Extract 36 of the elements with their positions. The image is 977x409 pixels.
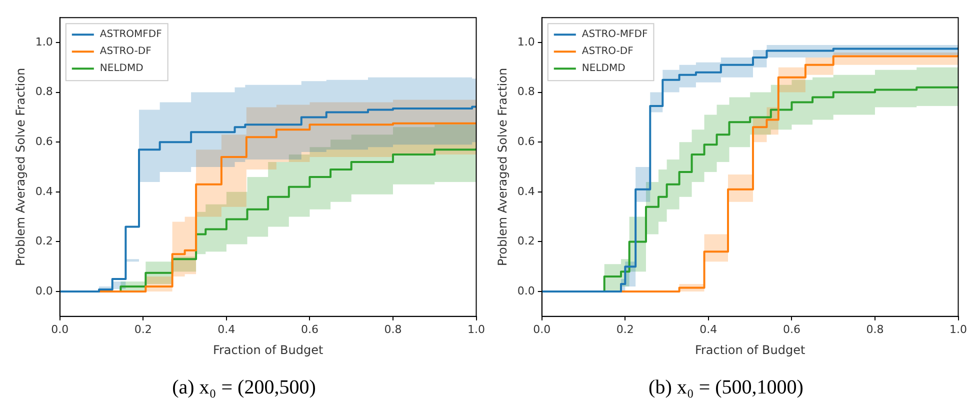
y-axis-title: Problem Averaged Solve Fraction	[495, 68, 510, 266]
y-tick-label: 0.6	[517, 134, 535, 148]
x-tick-label: 0.2	[616, 322, 634, 336]
y-tick-label: 0.4	[35, 184, 53, 198]
x-tick-label: 0.8	[384, 322, 402, 336]
x-tick-label: 0.2	[134, 322, 152, 336]
x-axis-title: Fraction of Budget	[694, 342, 806, 357]
y-axis-title: Problem Averaged Solve Fraction	[13, 68, 28, 266]
y-tick-label: 0.8	[35, 85, 53, 98]
y-tick-label: 0.0	[35, 284, 53, 298]
y-tick-label: 0.4	[517, 184, 535, 198]
x-tick-label: 1.0	[950, 322, 968, 336]
x-axis-title: Fraction of Budget	[212, 342, 324, 357]
x-tick-label: 0.8	[866, 322, 884, 336]
x-tick-label: 0.6	[782, 322, 800, 336]
legend-label: ASTRO-DF	[582, 46, 634, 58]
y-tick-label: 0.2	[35, 234, 53, 248]
legend-label: ASTROMFDF	[100, 29, 162, 40]
y-tick-label: 0.2	[517, 234, 535, 248]
legend-label: ASTRO-MFDF	[582, 29, 648, 40]
x-tick-label: 0.4	[218, 322, 236, 336]
y-tick-label: 0.0	[517, 284, 535, 298]
y-tick-label: 1.0	[35, 35, 53, 48]
legend-label: ASTRO-DF	[100, 46, 152, 58]
x-tick-label: 0.0	[51, 322, 69, 336]
y-tick-label: 1.0	[517, 35, 535, 48]
legend-label: NELDMD	[582, 63, 626, 74]
x-tick-label: 0.0	[533, 322, 551, 336]
x-tick-label: 0.6	[300, 322, 318, 336]
x-tick-label: 1.0	[468, 322, 486, 336]
text: (b) x₀ = (500,1000)	[648, 376, 804, 398]
text: (a) x₀ = (200,500)	[172, 376, 316, 398]
y-tick-label: 0.8	[517, 85, 535, 98]
y-tick-label: 0.6	[35, 134, 53, 148]
legend-label: NELDMD	[100, 63, 144, 74]
x-tick-label: 0.4	[700, 322, 718, 336]
